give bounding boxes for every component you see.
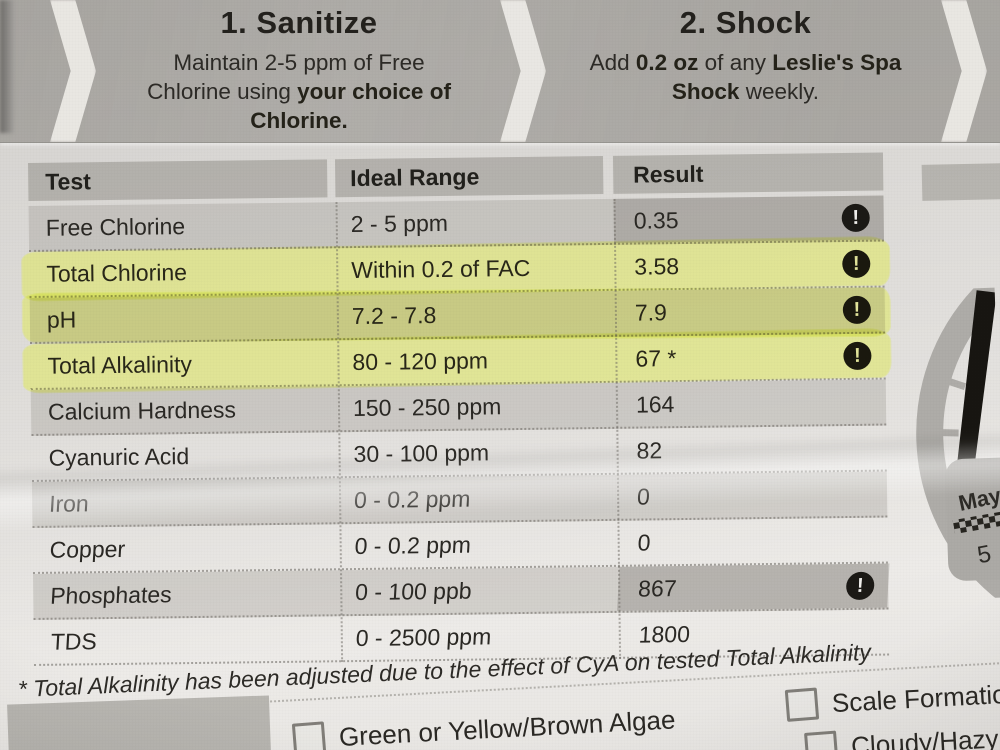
result-value: 7.9 xyxy=(634,298,668,326)
test-name-cell: Copper xyxy=(49,535,126,563)
table-rows: Free Chlorine 2 - 5 ppm 0.35! Total Chlorin… xyxy=(21,195,891,666)
water-balance-gauge: May 5 xyxy=(855,221,1000,645)
step-banner-band: 1. Sanitize Maintain 2-5 ppm of Free Chl… xyxy=(0,0,1000,143)
water-test-results-table: Test Ideal Range Result Free Chlorine 2 -… xyxy=(21,152,891,666)
sanitize-step-section: 1. Sanitize Maintain 2-5 ppm of Free Chl… xyxy=(95,5,503,135)
shock-step-body: Add 0.2 oz of any Leslie's Spa Shock wee… xyxy=(589,50,902,104)
result-cell: 164 xyxy=(616,380,887,427)
result-value: 0.35 xyxy=(633,206,679,234)
ideal-range-cell: 0 - 0.2 ppm xyxy=(353,531,472,559)
warning-icon: ! xyxy=(842,249,871,279)
test-name-cell: Free Chlorine xyxy=(45,212,186,241)
checkbox[interactable] xyxy=(784,687,820,722)
result-cell: 867! xyxy=(616,563,890,611)
column-header-result: Result xyxy=(612,152,884,194)
result-value: 867 xyxy=(637,574,678,602)
test-name-cell: Phosphates xyxy=(49,580,173,609)
gauge-needle xyxy=(957,290,997,465)
ideal-range-cell: 0 - 100 ppb xyxy=(354,577,473,605)
gauge-number-fragment: 5 xyxy=(975,540,993,569)
bottom-left-gray-block xyxy=(7,695,271,750)
result-value: 0 xyxy=(636,528,652,556)
result-value: 0 xyxy=(636,482,651,510)
result-value: 67 * xyxy=(635,344,677,372)
result-cell: 3.58! xyxy=(614,242,885,289)
test-name-cell: Calcium Hardness xyxy=(47,395,237,425)
checklist-item: Cloudy/Hazy Wa xyxy=(804,720,1000,750)
result-value: 1800 xyxy=(638,620,691,648)
result-value: 3.58 xyxy=(634,252,680,280)
ideal-range-cell: 80 - 120 ppm xyxy=(352,346,489,375)
ideal-range-cell: 150 - 250 ppm xyxy=(352,392,502,421)
test-name-cell: Cyanuric Acid xyxy=(48,442,190,471)
sanitize-step-body: Maintain 2-5 ppm of Free Chlorine using … xyxy=(147,50,451,133)
gauge-tick xyxy=(941,429,959,437)
gauge-label-box xyxy=(945,455,1000,581)
photo-edge-shadow xyxy=(0,0,15,133)
checklist-label: Scale Formation xyxy=(831,677,1000,718)
checkbox[interactable] xyxy=(291,721,327,750)
checklist-item: Green or Yellow/Brown Algae xyxy=(291,703,677,750)
result-value: 82 xyxy=(636,436,663,464)
checklist-label: Green or Yellow/Brown Algae xyxy=(338,703,677,750)
result-cell: 7.9! xyxy=(615,288,886,335)
test-name-cell: pH xyxy=(46,305,77,333)
cropped-header-bar xyxy=(921,163,1000,201)
ideal-range-cell: 7.2 - 7.8 xyxy=(351,301,437,329)
result-cell: 0 xyxy=(616,472,889,519)
checkered-strip-icon xyxy=(952,510,1000,535)
column-header-test: Test xyxy=(28,159,328,201)
result-cell: 0 xyxy=(616,518,889,565)
shock-step-section: 2. Shock Add 0.2 oz of any Leslie's Spa … xyxy=(548,5,943,106)
test-name-cell: Total Alkalinity xyxy=(47,350,193,379)
chevron-separator-icon xyxy=(50,0,96,142)
table-header-row: Test Ideal Range Result xyxy=(28,152,884,201)
test-name-cell: Total Chlorine xyxy=(46,258,188,287)
result-cell: 67 *! xyxy=(615,334,886,381)
checklist-item: Scale Formation xyxy=(784,677,1000,722)
gauge-tick xyxy=(947,377,967,391)
ideal-range-cell: 0 - 0.2 ppm xyxy=(353,485,472,513)
result-cell: 82 xyxy=(616,426,887,473)
ideal-range-cell: Within 0.2 of FAC xyxy=(351,254,531,283)
chevron-separator-icon xyxy=(941,0,987,142)
ideal-range-cell: 2 - 5 ppm xyxy=(350,209,449,237)
column-header-ideal-range: Ideal Range xyxy=(334,155,604,198)
test-name-cell: Iron xyxy=(48,489,90,517)
warning-icon: ! xyxy=(841,203,870,233)
checklist-label: Cloudy/Hazy Wa xyxy=(850,721,1000,750)
shock-step-title: 2. Shock xyxy=(679,5,812,40)
ideal-range-cell: 30 - 100 ppm xyxy=(353,438,490,467)
chevron-separator-icon xyxy=(500,0,546,142)
sanitize-step-title: 1. Sanitize xyxy=(220,5,378,40)
result-value: 164 xyxy=(635,390,675,418)
checkbox[interactable] xyxy=(804,730,839,750)
result-cell: 0.35! xyxy=(613,195,884,243)
gauge-arc xyxy=(916,221,1000,645)
test-name-cell: TDS xyxy=(50,627,98,655)
